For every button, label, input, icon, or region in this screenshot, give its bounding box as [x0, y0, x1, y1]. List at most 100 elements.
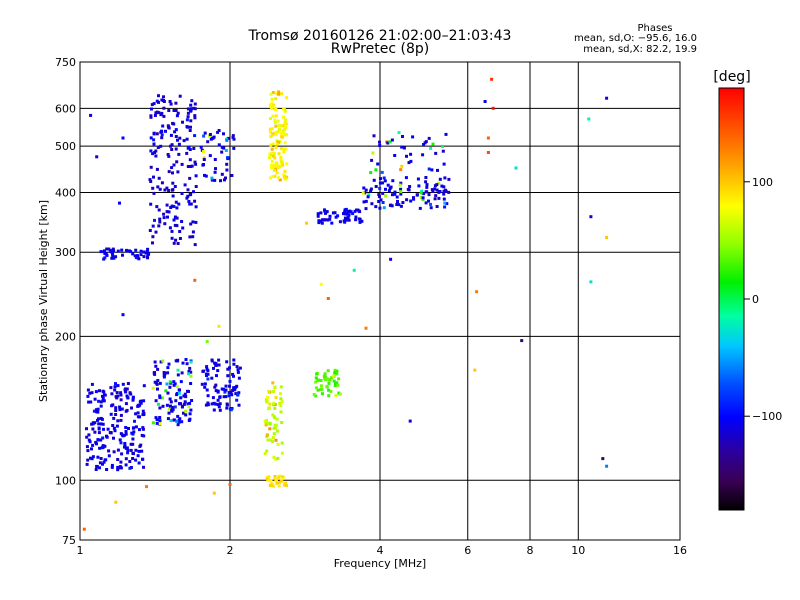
data-point: [216, 403, 220, 407]
data-point: [128, 391, 132, 395]
data-point: [187, 372, 191, 376]
data-point: [154, 111, 158, 115]
data-point: [103, 444, 107, 448]
data-point: [171, 121, 175, 125]
data-point: [206, 140, 210, 144]
data-point: [191, 220, 195, 224]
data-point: [206, 401, 210, 405]
data-point: [429, 202, 432, 206]
data-point: [234, 392, 238, 396]
data-point: [283, 109, 287, 113]
data-point: [91, 427, 95, 431]
data-point: [412, 196, 415, 200]
data-point: [125, 387, 129, 391]
plot-area: 1 2 4 6 8 10 16 75 100 200 300 400 500 600 750: [55, 56, 687, 557]
data-point: [186, 125, 190, 129]
data-point: [151, 386, 155, 390]
data-point: [166, 371, 170, 375]
data-point: [429, 146, 433, 150]
data-point: [235, 398, 239, 402]
data-point: [272, 426, 276, 430]
data-point: [211, 396, 215, 400]
data-point: [109, 250, 113, 254]
data-point: [114, 395, 118, 399]
data-point: [274, 478, 278, 482]
y-axis-label: Stationary phase Virtual Height [km]: [37, 200, 50, 402]
x-tick-label: 2: [227, 544, 234, 557]
data-point: [272, 401, 276, 405]
x-tick-label: 1: [77, 544, 84, 557]
data-point: [124, 390, 128, 394]
data-point: [352, 268, 356, 272]
data-point: [134, 256, 138, 260]
data-point: [184, 358, 188, 361]
data-point: [269, 92, 273, 96]
data-point: [148, 229, 152, 232]
data-point: [162, 95, 165, 99]
data-point: [388, 140, 392, 144]
data-point: [276, 456, 280, 460]
data-point: [172, 380, 176, 384]
data-point: [90, 447, 93, 451]
data-point: [589, 215, 593, 219]
data-point: [263, 452, 267, 456]
data-point: [185, 151, 189, 155]
data-point: [389, 257, 393, 261]
data-point: [175, 216, 179, 220]
data-point: [274, 145, 278, 149]
data-point: [275, 91, 279, 95]
data-point: [186, 194, 190, 198]
data-point: [405, 198, 409, 202]
data-point: [279, 410, 283, 414]
data-point: [155, 421, 159, 425]
data-point: [155, 205, 159, 209]
data-point: [193, 160, 197, 164]
data-point: [123, 444, 127, 448]
data-point: [228, 391, 232, 394]
data-point: [354, 218, 358, 222]
data-point: [188, 202, 192, 206]
data-point: [158, 381, 162, 385]
data-point: [180, 162, 184, 166]
data-point: [268, 484, 272, 487]
data-point: [102, 427, 105, 431]
data-point: [378, 144, 382, 147]
data-point: [161, 359, 165, 363]
data-point: [235, 365, 239, 369]
data-point: [312, 393, 316, 396]
data-point: [174, 135, 178, 138]
data-point: [237, 376, 241, 380]
data-point: [372, 178, 376, 182]
x-tick-label: 8: [527, 544, 534, 557]
data-point: [218, 395, 222, 399]
data-point: [168, 100, 172, 103]
data-point: [101, 436, 105, 440]
data-point: [149, 149, 153, 153]
data-point: [378, 140, 381, 144]
data-point: [443, 205, 447, 209]
data-point: [277, 92, 280, 96]
data-point: [271, 91, 275, 94]
data-point: [393, 190, 397, 194]
data-point: [270, 482, 274, 486]
data-point: [126, 396, 130, 400]
data-point: [189, 360, 193, 364]
data-point: [319, 282, 323, 286]
data-point: [168, 397, 172, 401]
data-point: [160, 181, 164, 185]
data-point: [412, 197, 416, 201]
data-point: [589, 280, 593, 284]
data-point: [388, 203, 392, 207]
data-point: [127, 427, 130, 430]
data-point: [128, 466, 132, 470]
data-point: [206, 372, 210, 376]
data-point: [282, 483, 286, 487]
data-point: [170, 166, 174, 170]
data-point: [424, 180, 428, 184]
data-point: [331, 374, 335, 378]
data-point: [177, 152, 181, 156]
data-point: [131, 437, 135, 441]
data-point: [381, 201, 385, 204]
data-point: [266, 438, 270, 442]
